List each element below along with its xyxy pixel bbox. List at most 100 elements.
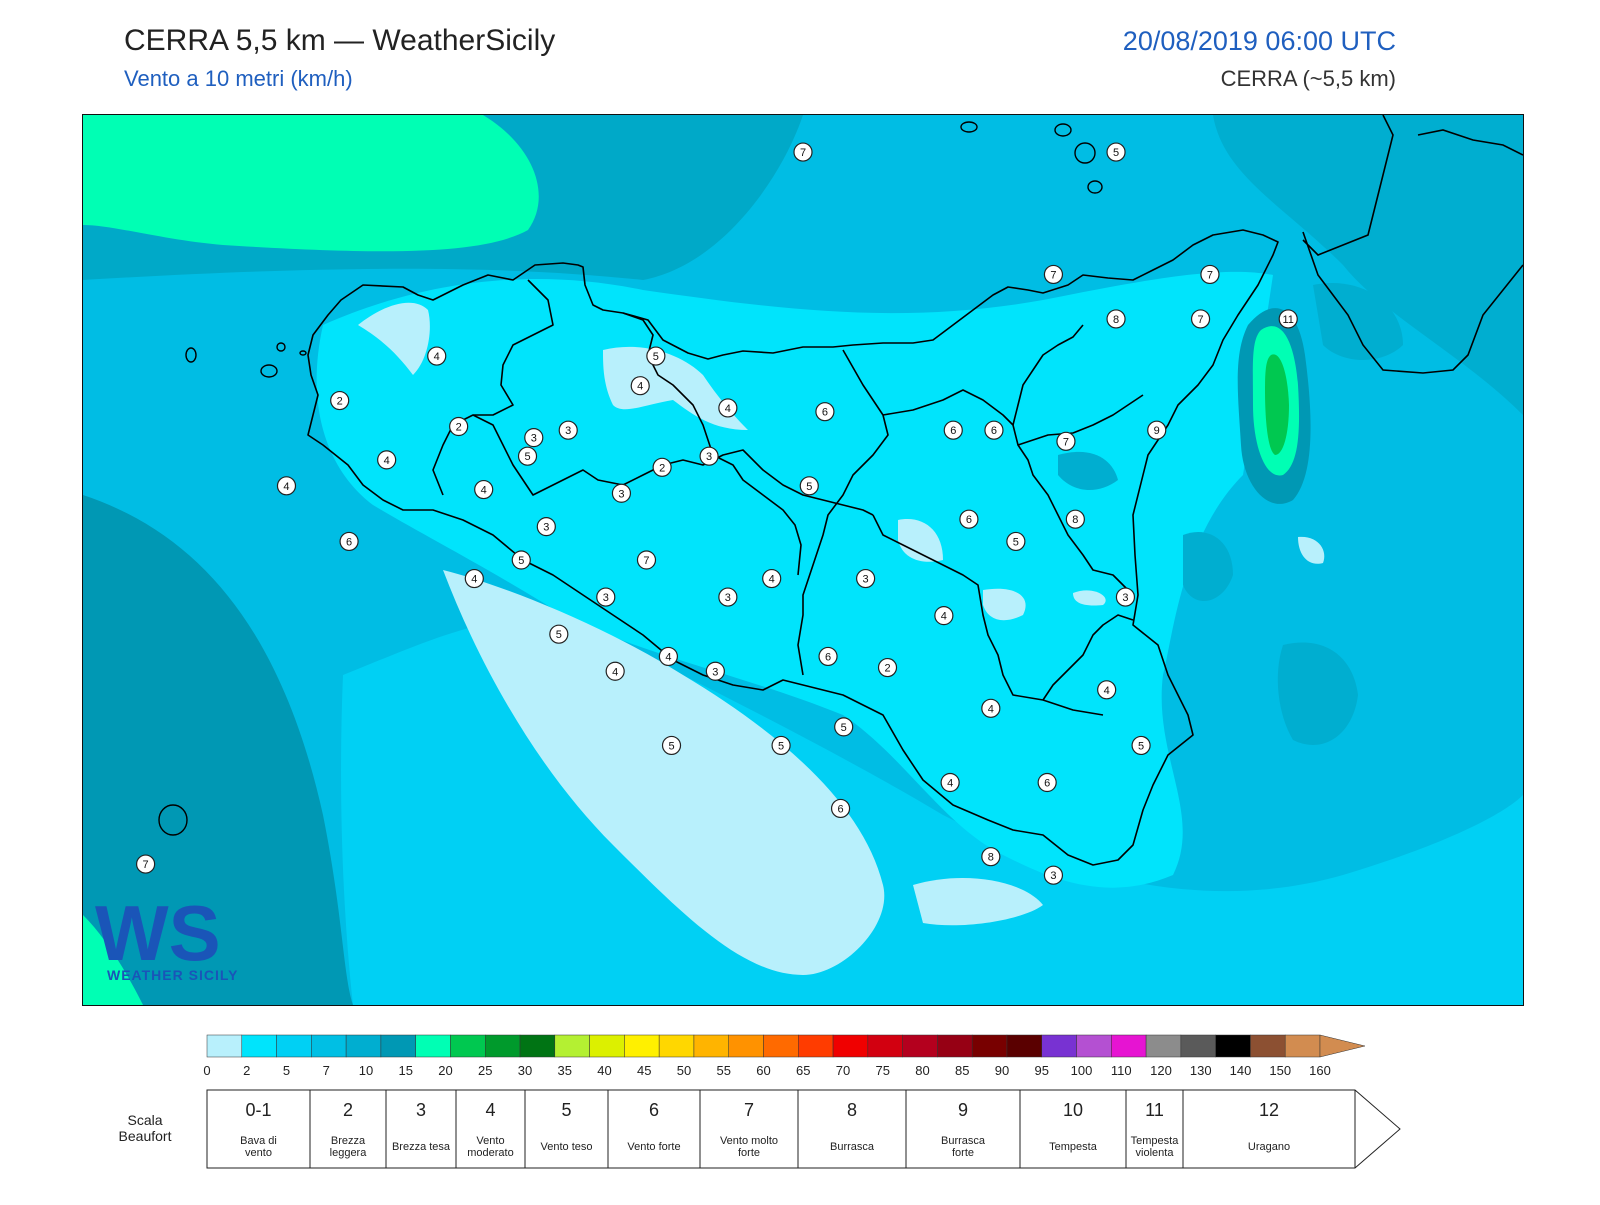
weathersicily-logo: WS WEATHER SICILY	[95, 889, 238, 983]
beaufort-description: Vento molto forte	[720, 1135, 778, 1159]
beaufort-number: 7	[744, 1100, 754, 1120]
station-value: 2	[659, 462, 665, 474]
station-marker: 7	[1190, 309, 1211, 329]
color-bar-segment	[867, 1034, 903, 1058]
beaufort-label: Scala Beaufort	[119, 1112, 172, 1144]
station-value: 6	[822, 407, 828, 419]
beaufort-number: 5	[561, 1100, 571, 1120]
forecast-datetime: 20/08/2019 06:00 UTC	[1122, 26, 1396, 56]
color-bar-segment	[276, 1034, 312, 1058]
station-value: 4	[1104, 685, 1110, 697]
color-bar-segment	[450, 1034, 486, 1058]
color-bar-tick: 70	[836, 1063, 850, 1078]
color-bar-tick: 25	[478, 1063, 492, 1078]
logo-letters: WS	[95, 889, 221, 977]
station-value: 5	[778, 740, 784, 752]
color-bar-segment	[415, 1034, 451, 1058]
color-bar-segment	[937, 1034, 973, 1058]
station-marker: 4	[474, 479, 494, 500]
station-marker: 5	[1106, 142, 1126, 162]
logo-subtext: WEATHER SICILY	[107, 967, 238, 983]
color-bar-segment	[206, 1034, 243, 1058]
station-marker: 5	[799, 476, 819, 496]
station-marker: 2	[877, 657, 898, 678]
color-bar-segment	[380, 1034, 416, 1058]
station-value: 6	[991, 425, 997, 437]
station-value: 4	[947, 778, 953, 790]
station-value: 4	[283, 481, 289, 493]
beaufort-description: Burrasca	[830, 1141, 875, 1153]
beaufort-cell: 5 Vento teso	[524, 1089, 609, 1169]
station-value: 8	[988, 852, 994, 864]
station-value: 3	[712, 666, 718, 678]
station-marker: 7	[1056, 431, 1076, 451]
station-marker: 6	[830, 798, 851, 819]
color-bar-tick: 15	[399, 1063, 413, 1078]
station-value: 2	[456, 422, 462, 434]
color-bar-tick: 160	[1309, 1063, 1331, 1078]
station-value: 2	[884, 663, 890, 675]
station-marker: 3	[699, 446, 719, 466]
station-marker: 6	[984, 420, 1004, 440]
station-value: 6	[346, 536, 352, 548]
station-value: 7	[643, 555, 649, 567]
station-marker: 2	[652, 457, 672, 477]
station-marker: 2	[449, 416, 469, 437]
color-bar-ticks: 0 2 5 7 10 15 20 25 30 35 40 45 50 55 60 65 70 75 80 85 90 95…	[203, 1063, 1330, 1078]
color-bar-segment	[1180, 1034, 1216, 1058]
station-value: 5	[806, 481, 812, 493]
map-title: CERRA 5,5 km — WeatherSicily	[124, 24, 556, 57]
station-value: 8	[1072, 514, 1078, 526]
station-value: 3	[706, 451, 712, 463]
color-bar-segment	[902, 1034, 938, 1058]
color-bar-tick: 90	[995, 1063, 1009, 1078]
station-value: 3	[618, 488, 624, 500]
station-marker: 6	[959, 509, 979, 529]
station-value: 4	[665, 651, 671, 663]
station-value: 4	[941, 611, 947, 623]
wind-map: 7 5 4 5 4 7 7 8 7 11 2 2 3 3 4 6 6 6 7 9 4 5 3 3 2 4 4 3 5 6 8 6 5 7 5 4 4 3 3…	[82, 114, 1524, 1006]
station-value: 4	[471, 574, 477, 586]
beaufort-description: Brezza tesa	[392, 1141, 451, 1153]
station-marker: 5	[549, 624, 569, 644]
beaufort-number: 11	[1145, 1100, 1164, 1120]
station-value: 3	[531, 433, 537, 445]
color-bar-segment	[658, 1034, 695, 1058]
station-value: 5	[668, 740, 674, 752]
beaufort-cell: 0-1 Bava di vento	[206, 1089, 311, 1169]
station-marker: 4	[605, 661, 625, 681]
station-value: 8	[1113, 314, 1119, 326]
beaufort-cell: 8 Burrasca	[797, 1089, 907, 1169]
color-bar-segment	[485, 1034, 521, 1058]
color-bar-segment	[624, 1034, 660, 1058]
station-value: 3	[543, 522, 549, 534]
station-value: 3	[725, 592, 731, 604]
station-value: 4	[988, 703, 994, 715]
color-bar-segment	[798, 1034, 834, 1058]
station-marker: 6	[339, 531, 359, 552]
beaufort-description: Vento teso	[541, 1141, 593, 1153]
color-bar-tick: 120	[1150, 1063, 1172, 1078]
color-bar-tick: 75	[876, 1063, 890, 1078]
color-bar-segment	[1111, 1034, 1147, 1058]
beaufort-cell: 11 Tempesta violenta	[1125, 1089, 1184, 1169]
station-marker: 3	[524, 428, 544, 448]
station-marker: 4	[1097, 680, 1117, 700]
station-marker: 3	[705, 661, 725, 681]
beaufort-description: Tempesta violenta	[1131, 1135, 1180, 1159]
station-marker: 5	[771, 735, 791, 756]
beaufort-description: Burrasca forte	[941, 1135, 986, 1159]
station-marker: 3	[596, 587, 616, 607]
station-value: 3	[603, 592, 609, 604]
station-value: 5	[1138, 740, 1144, 752]
station-value: 7	[1063, 436, 1069, 448]
color-bar-segment	[554, 1034, 590, 1058]
beaufort-cell: 3 Brezza tesa	[385, 1089, 457, 1169]
beaufort-description: Brezza leggera	[330, 1135, 368, 1159]
color-bar-tick: 140	[1230, 1063, 1252, 1078]
color-bar-segment	[1006, 1034, 1042, 1058]
beaufort-number: 10	[1063, 1100, 1083, 1120]
color-bar-tick: 55	[717, 1063, 731, 1078]
station-value: 4	[612, 666, 618, 678]
